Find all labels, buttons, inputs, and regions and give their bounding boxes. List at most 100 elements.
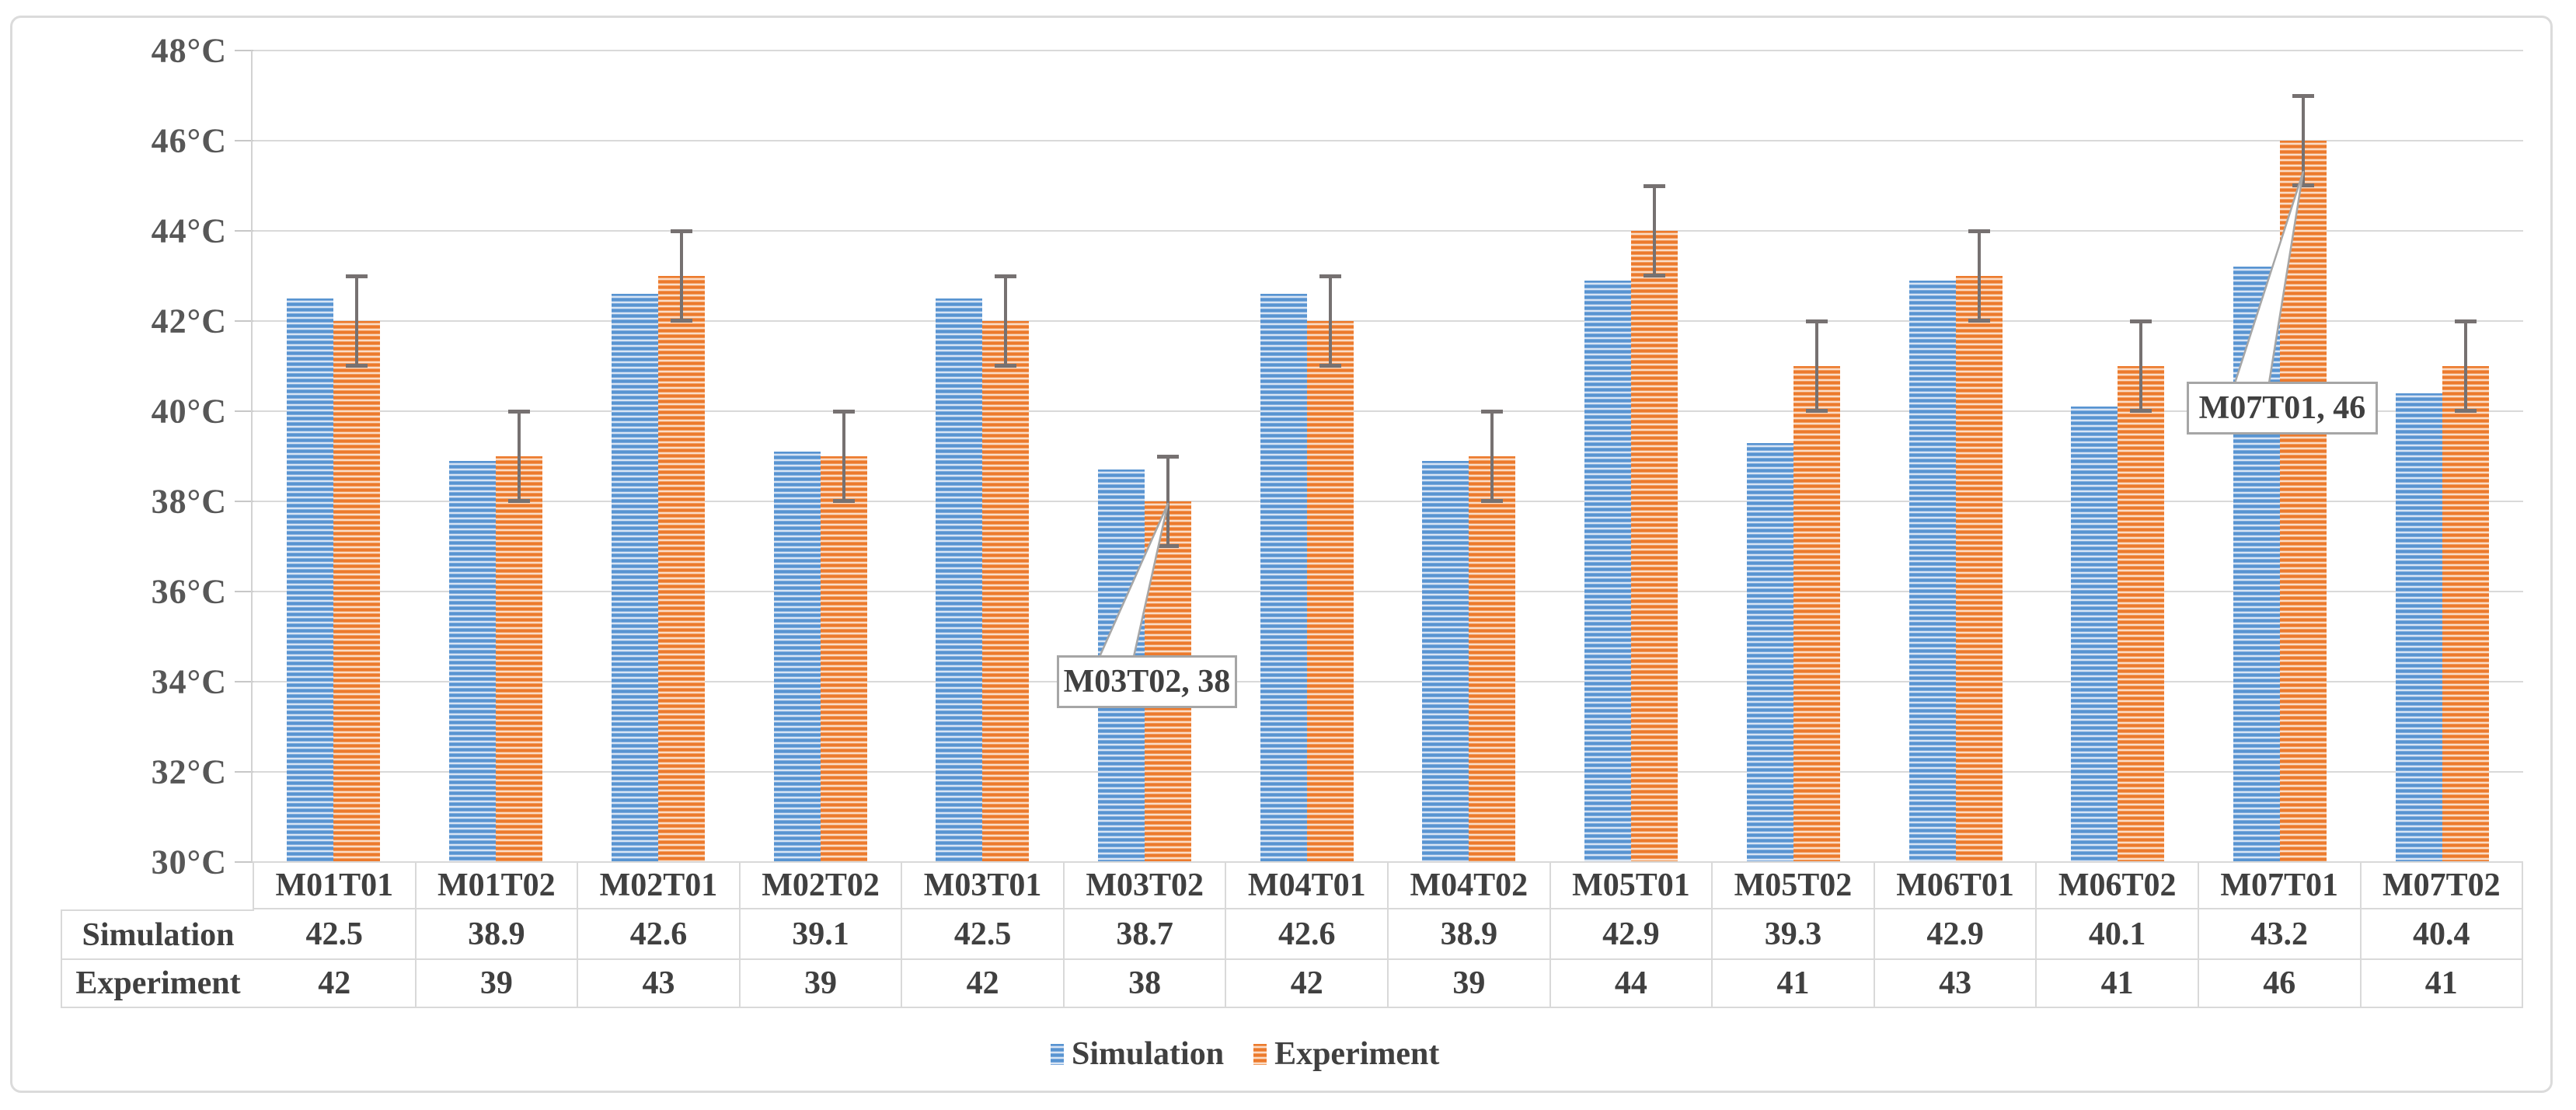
- error-bar-cap-bottom: [2454, 409, 2477, 413]
- legend-label: Simulation: [1072, 1036, 1225, 1072]
- table-row-header-experiment: Experiment: [61, 960, 254, 1008]
- bar-experiment: [1955, 276, 2003, 862]
- y-tick-mark: [235, 410, 253, 412]
- error-bar-cap-top: [508, 410, 531, 414]
- error-bar-cap-top: [2292, 94, 2314, 98]
- y-axis-tick-label: 38°C: [151, 482, 227, 521]
- bar-simulation: [2395, 393, 2442, 862]
- error-bar-cap-bottom: [346, 364, 368, 368]
- bar-experiment: [1631, 231, 1678, 862]
- y-tick-mark: [235, 771, 253, 773]
- error-bar-cap-top: [346, 274, 368, 278]
- bar-simulation: [449, 460, 497, 862]
- y-tick-mark: [235, 861, 253, 863]
- y-axis-tick-label: 44°C: [151, 211, 227, 250]
- y-tick-mark: [235, 140, 253, 141]
- legend-label: Experiment: [1274, 1036, 1440, 1072]
- table-cell: 42.9: [1873, 909, 2036, 958]
- error-bar-cap-top: [1319, 274, 1341, 278]
- y-tick-mark: [235, 320, 253, 322]
- error-bar-cap-bottom: [670, 319, 692, 323]
- bar-experiment: [820, 456, 867, 862]
- table-cell: 42: [901, 960, 1063, 1007]
- error-bar-stem: [518, 411, 521, 501]
- table-column-header: M06T01: [1873, 863, 2036, 908]
- error-bar-stem: [1653, 186, 1657, 276]
- bar-experiment: [1469, 456, 1516, 862]
- table-column-header: M05T02: [1711, 863, 1874, 908]
- table-cell: 41: [1711, 960, 1874, 1007]
- callout-label: M03T02, 38: [1056, 655, 1237, 708]
- error-bar-stem: [1004, 276, 1008, 366]
- error-bar-stem: [2301, 96, 2305, 186]
- error-bar-cap-bottom: [508, 499, 531, 503]
- error-bar-stem: [2463, 321, 2467, 411]
- y-tick-mark: [235, 501, 253, 502]
- table-column-header: M07T01: [2197, 863, 2360, 908]
- table-cell: 39.1: [738, 909, 901, 958]
- y-axis-tick-label: 40°C: [151, 392, 227, 431]
- table-cell: 42: [1225, 960, 1387, 1007]
- error-bar-cap-top: [2130, 319, 2152, 323]
- table-cell: 46: [2197, 960, 2360, 1007]
- table-row-experiment: 42 39 43 39 42 38 42 39 44 41 43 41 46 41: [253, 960, 2523, 1008]
- error-bar-stem: [1328, 276, 1332, 366]
- error-bar-stem: [355, 276, 359, 366]
- table-cell: 39.3: [1711, 909, 1874, 958]
- bar-experiment: [333, 321, 381, 862]
- y-tick-mark: [235, 681, 253, 682]
- bar-experiment: [1306, 321, 1354, 862]
- table-column-header: M07T02: [2359, 863, 2522, 908]
- y-gridline: [253, 771, 2523, 773]
- bar-simulation: [1422, 460, 1469, 862]
- table-cell: 42.6: [1225, 909, 1387, 958]
- table-cell: 39: [1387, 960, 1549, 1007]
- table-cell: 40.4: [2359, 909, 2522, 958]
- bar-simulation: [1908, 280, 1956, 862]
- table-header-row: M01T01 M01T02 M02T01 M02T02 M03T01 M03T02 M04T…: [253, 861, 2523, 909]
- bar-experiment: [982, 321, 1030, 862]
- y-gridline: [253, 681, 2523, 682]
- y-gridline: [253, 501, 2523, 502]
- bar-experiment: [2442, 366, 2489, 862]
- y-axis-tick-label: 30°C: [151, 843, 227, 881]
- y-gridline: [253, 230, 2523, 232]
- y-axis-tick-label: 42°C: [151, 302, 227, 340]
- error-bar-cap-top: [1481, 410, 1504, 414]
- table-column-header: M02T02: [738, 863, 901, 908]
- bar-experiment: [2118, 366, 2165, 862]
- table-row-simulation: 42.5 38.9 42.6 39.1 42.5 38.7 42.6 38.9 42.9 39.3…: [253, 909, 2523, 960]
- error-bar-cap-bottom: [1644, 274, 1666, 278]
- table-cell: 44: [1549, 960, 1712, 1007]
- error-bar-stem: [2139, 321, 2143, 411]
- table-cell: 38: [1062, 960, 1225, 1007]
- y-axis-tick-label: 34°C: [151, 662, 227, 701]
- bar-experiment: [496, 456, 543, 862]
- table-cell: 41: [2035, 960, 2198, 1007]
- error-bar-cap-bottom: [832, 499, 855, 503]
- error-bar-stem: [679, 231, 683, 321]
- table-cell: 38.7: [1062, 909, 1225, 958]
- table-cell: 38.9: [414, 909, 577, 958]
- y-tick-mark: [235, 230, 253, 232]
- error-bar-cap-top: [995, 274, 1017, 278]
- error-bar-stem: [1166, 456, 1169, 546]
- y-gridline: [253, 591, 2523, 592]
- table-cell: 38.9: [1387, 909, 1549, 958]
- y-axis-tick-label: 32°C: [151, 752, 227, 791]
- bar-experiment: [1793, 366, 1840, 862]
- bar-experiment: [2279, 141, 2327, 862]
- table-row-header-simulation: Simulation: [61, 909, 254, 960]
- bar-simulation: [1746, 442, 1793, 862]
- table-cell: 43.2: [2197, 909, 2360, 958]
- y-axis-line: [251, 51, 253, 862]
- table-cell: 42.5: [901, 909, 1063, 958]
- bar-simulation: [936, 298, 983, 862]
- table-column-header: M03T01: [901, 863, 1063, 908]
- error-bar-cap-top: [2454, 319, 2477, 323]
- error-bar-cap-bottom: [2292, 183, 2314, 187]
- error-bar-cap-top: [670, 229, 692, 233]
- table-cell: 42.9: [1549, 909, 1712, 958]
- error-bar-cap-bottom: [995, 364, 1017, 368]
- y-gridline: [253, 50, 2523, 51]
